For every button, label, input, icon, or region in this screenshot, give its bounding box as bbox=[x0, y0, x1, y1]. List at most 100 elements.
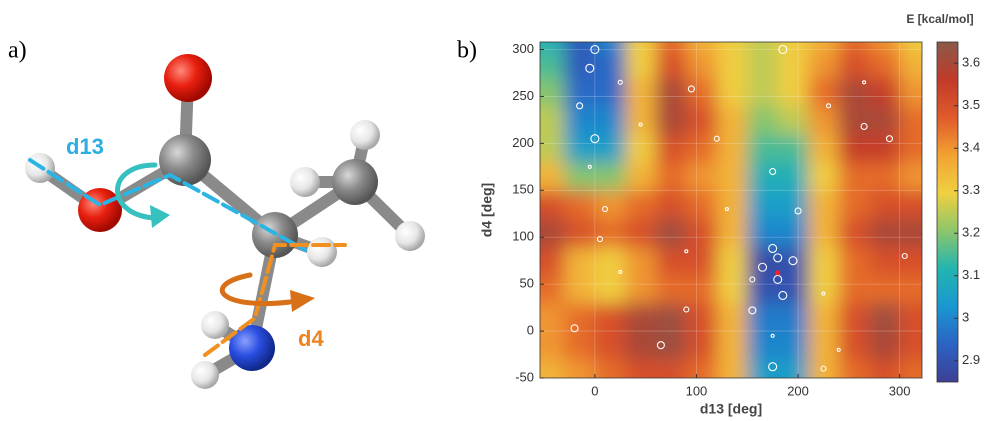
contour-cell bbox=[656, 0, 687, 50]
contour-cell bbox=[656, 303, 687, 332]
contour-cell bbox=[656, 359, 687, 416]
x-tick-label: 0 bbox=[591, 383, 598, 398]
contour-cell bbox=[564, 275, 595, 304]
contour-cell bbox=[595, 359, 626, 416]
contour-cell bbox=[503, 359, 564, 416]
contour-cell bbox=[808, 162, 839, 191]
contour-cell bbox=[717, 106, 748, 135]
contour-cell bbox=[839, 275, 870, 304]
contour-cell bbox=[656, 78, 687, 107]
contour-cell bbox=[717, 50, 748, 79]
contour-cell bbox=[839, 247, 870, 276]
contour-cell bbox=[747, 50, 778, 79]
panel-label: b) bbox=[457, 38, 477, 64]
contour-cell bbox=[503, 303, 564, 332]
contour-cell bbox=[869, 0, 900, 50]
contour-cell bbox=[778, 106, 809, 135]
contour-cell bbox=[625, 106, 656, 135]
contour-cell bbox=[595, 331, 626, 360]
figure: a) d13 d4 b) d13 [deg] d4 [d bbox=[0, 0, 990, 421]
contour-cell bbox=[869, 275, 900, 304]
x-tick-label: 300 bbox=[889, 383, 911, 398]
contour-cell bbox=[503, 331, 564, 360]
contour-cell bbox=[625, 0, 656, 50]
y-tick-label: -50 bbox=[515, 369, 534, 384]
contour-cell bbox=[564, 331, 595, 360]
contour-cell bbox=[656, 247, 687, 276]
contour-cell bbox=[717, 303, 748, 332]
contour-cell bbox=[564, 247, 595, 276]
contour-cell bbox=[869, 50, 900, 79]
contour-cell bbox=[869, 190, 900, 219]
contour-cell bbox=[808, 190, 839, 219]
contour-cell bbox=[595, 78, 626, 107]
y-tick-label: 0 bbox=[527, 323, 534, 338]
contour-cell bbox=[686, 303, 717, 332]
contour-cell bbox=[778, 162, 809, 191]
contour-cell bbox=[717, 162, 748, 191]
colorbar-tick-label: 3.1 bbox=[962, 267, 980, 282]
contour-cell bbox=[625, 359, 656, 416]
colorbar-tick-label: 3.2 bbox=[962, 225, 980, 240]
contour-cell bbox=[747, 78, 778, 107]
contour-cell bbox=[656, 162, 687, 191]
contour-cell bbox=[595, 50, 626, 79]
contour-cell bbox=[656, 134, 687, 163]
contour-cell bbox=[747, 134, 778, 163]
colorbar-tick-label: 3.6 bbox=[962, 55, 980, 70]
colorbar-tick-label: 3.3 bbox=[962, 182, 980, 197]
contour-cell bbox=[808, 359, 839, 416]
contour-cell bbox=[503, 247, 564, 276]
contour-cell bbox=[625, 190, 656, 219]
contour-cell bbox=[686, 190, 717, 219]
contour-cell bbox=[869, 303, 900, 332]
y-tick-label: 200 bbox=[512, 135, 534, 150]
contour-cell bbox=[595, 303, 626, 332]
contour-cell bbox=[839, 190, 870, 219]
contour-cell bbox=[869, 134, 900, 163]
y-tick-label: 100 bbox=[512, 229, 534, 244]
contour-cell bbox=[656, 50, 687, 79]
contour-cell bbox=[839, 162, 870, 191]
contour-cell bbox=[778, 78, 809, 107]
colorbar-tick-label: 3.4 bbox=[962, 140, 980, 155]
contour-cell bbox=[778, 331, 809, 360]
contour-cell bbox=[717, 190, 748, 219]
contour-cell bbox=[503, 275, 564, 304]
y-tick-label: 150 bbox=[512, 182, 534, 197]
panel-label: a) bbox=[8, 38, 27, 64]
colorbar-tick-label: 3.5 bbox=[962, 97, 980, 112]
y-tick-label: 50 bbox=[520, 276, 534, 291]
contour-cell bbox=[839, 331, 870, 360]
contour-cell bbox=[747, 0, 778, 50]
x-tick-label: 100 bbox=[686, 383, 708, 398]
contour-cell bbox=[564, 78, 595, 107]
contour-cell bbox=[717, 218, 748, 247]
contour-cell bbox=[595, 190, 626, 219]
contour-cell bbox=[595, 218, 626, 247]
y-tick-label: 250 bbox=[512, 88, 534, 103]
colorbar-tick-label: 2.9 bbox=[962, 352, 980, 367]
contour-cell bbox=[503, 106, 564, 135]
contour-cell bbox=[686, 331, 717, 360]
contour-cell bbox=[778, 218, 809, 247]
contour-cell bbox=[839, 50, 870, 79]
contour-cell bbox=[717, 275, 748, 304]
contour-cell bbox=[656, 275, 687, 304]
contour-cell bbox=[747, 218, 778, 247]
contour-cell bbox=[808, 303, 839, 332]
contour-cell bbox=[869, 218, 900, 247]
contour-plot bbox=[503, 0, 961, 416]
contour-cell bbox=[686, 162, 717, 191]
contour-cell bbox=[808, 78, 839, 107]
contour-cell bbox=[625, 218, 656, 247]
contour-cell bbox=[717, 331, 748, 360]
contour-cell bbox=[808, 275, 839, 304]
contour-cell bbox=[778, 0, 809, 50]
x-axis-label: d13 [deg] bbox=[700, 401, 762, 417]
contour-cell bbox=[869, 78, 900, 107]
contour-cell bbox=[839, 0, 870, 50]
x-tick-label: 200 bbox=[787, 383, 809, 398]
colorbar-label: E [kcal/mol] bbox=[906, 12, 973, 26]
contour-cell bbox=[808, 331, 839, 360]
